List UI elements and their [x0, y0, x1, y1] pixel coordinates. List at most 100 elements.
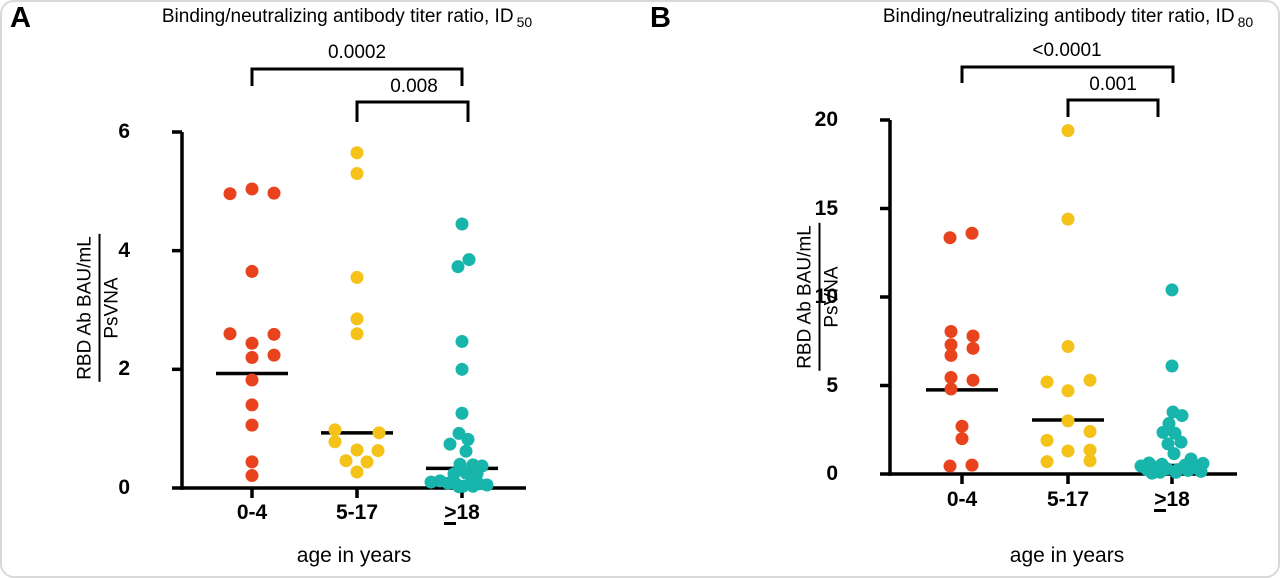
panel-label-b: B [650, 2, 671, 34]
data-point [480, 478, 494, 492]
data-point [350, 270, 364, 284]
data-point [245, 398, 259, 412]
data-point [1083, 425, 1097, 439]
data-point [944, 338, 958, 352]
panel-a-x-axis-title: age in years [296, 544, 412, 567]
data-point [461, 432, 475, 446]
data-point [245, 350, 259, 364]
data-point [451, 260, 465, 274]
data-point [267, 348, 281, 362]
panel-a-title: Binding/neutralizing antibody titer rati… [67, 4, 627, 30]
data-point [955, 432, 969, 446]
data-point [223, 187, 237, 201]
panel-a-plot-area: 0 2 4 6 0-4 5-17 >18 0.0002 0.008 [2, 2, 642, 576]
data-point [350, 167, 364, 181]
data-point [360, 455, 374, 469]
data-point [443, 437, 457, 451]
data-point [452, 480, 466, 494]
data-point [944, 348, 958, 362]
data-point [267, 186, 281, 200]
p-value-label: 0.0002 [327, 42, 387, 63]
p-value-label: 0.001 [1089, 74, 1137, 95]
chart-canvas [172, 67, 526, 498]
data-point [350, 327, 364, 341]
data-point [1083, 373, 1097, 387]
data-point [1061, 444, 1075, 458]
data-point [1061, 124, 1075, 138]
data-point [455, 406, 469, 420]
panel-a-title-text: Binding/neutralizing antibody titer rati… [161, 6, 514, 27]
data-point [245, 264, 259, 278]
data-point [455, 362, 469, 376]
chart-canvas [880, 65, 1237, 484]
y-tick-label: 5 [826, 373, 838, 397]
data-point [1040, 375, 1054, 389]
panel-b-title: Binding/neutralizing antibody titer rati… [788, 4, 1278, 30]
data-point [1174, 435, 1188, 449]
p-value-label: <0.0001 [1032, 40, 1102, 61]
data-point [339, 454, 353, 468]
data-point [966, 341, 980, 355]
significance-bracket [1066, 98, 1160, 117]
p-value-label: 0.008 [390, 76, 438, 97]
data-point [1156, 425, 1170, 439]
y-tick-label: 10 [814, 285, 838, 308]
data-point [372, 426, 386, 440]
data-point [1061, 340, 1075, 354]
data-point [1181, 463, 1195, 477]
data-point [447, 467, 461, 481]
data-point [1169, 465, 1183, 479]
data-point [1165, 283, 1179, 297]
data-point [223, 327, 237, 341]
data-point [943, 459, 957, 473]
significance-bracket [250, 67, 464, 86]
panel-a: A Binding/neutralizing antibody titer ra… [2, 2, 642, 576]
x-category-label: 5-17 [1046, 488, 1090, 511]
data-point [245, 373, 259, 387]
y-tick-label: 15 [814, 196, 838, 220]
greater-equal-sign: > [1154, 488, 1167, 513]
data-point [943, 231, 957, 245]
data-point [1061, 384, 1075, 398]
panel-b-title-text: Binding/neutralizing antibody titer rati… [882, 6, 1235, 27]
y-tick-label: 6 [118, 120, 130, 143]
y-tick-label: 0 [826, 462, 838, 485]
significance-bracket [355, 100, 470, 122]
y-tick-label: 0 [118, 476, 130, 499]
y-tick-label: 2 [118, 357, 130, 381]
data-point [1161, 437, 1175, 451]
x-category-label: >18 [1154, 488, 1190, 513]
data-point [1175, 409, 1189, 423]
data-point [965, 226, 979, 240]
panel-label-a: A [10, 2, 31, 34]
data-point [1165, 359, 1179, 373]
panel-b-plot-area: 0 5 10 15 20 0-4 5-17 >18 <0.0001 0.001 [642, 2, 1278, 576]
x-category-label: >18 [444, 501, 480, 526]
data-point [965, 458, 979, 472]
data-point [328, 423, 342, 437]
panel-b-x-axis-title: age in years [1009, 544, 1125, 567]
data-point [245, 182, 259, 196]
data-point [245, 469, 259, 483]
data-point [466, 479, 480, 493]
x-category-label: 0-4 [946, 488, 978, 511]
data-point [1167, 447, 1181, 461]
x-category-label: 5-17 [335, 501, 379, 524]
data-point [455, 334, 469, 348]
data-point [245, 336, 259, 350]
data-point [1061, 212, 1075, 226]
panel-a-title-subscript: 50 [516, 14, 533, 30]
data-point [1194, 464, 1208, 478]
data-point [371, 444, 385, 458]
x-category-label: 0-4 [236, 501, 268, 524]
data-point [1145, 466, 1159, 480]
data-point [470, 467, 484, 481]
data-point [424, 475, 438, 489]
data-point [944, 325, 958, 339]
panel-b: B Binding/neutralizing antibody titer ra… [642, 2, 1278, 576]
data-point [1083, 443, 1097, 457]
data-point [459, 466, 473, 480]
data-point [966, 373, 980, 387]
data-point [1083, 454, 1097, 468]
